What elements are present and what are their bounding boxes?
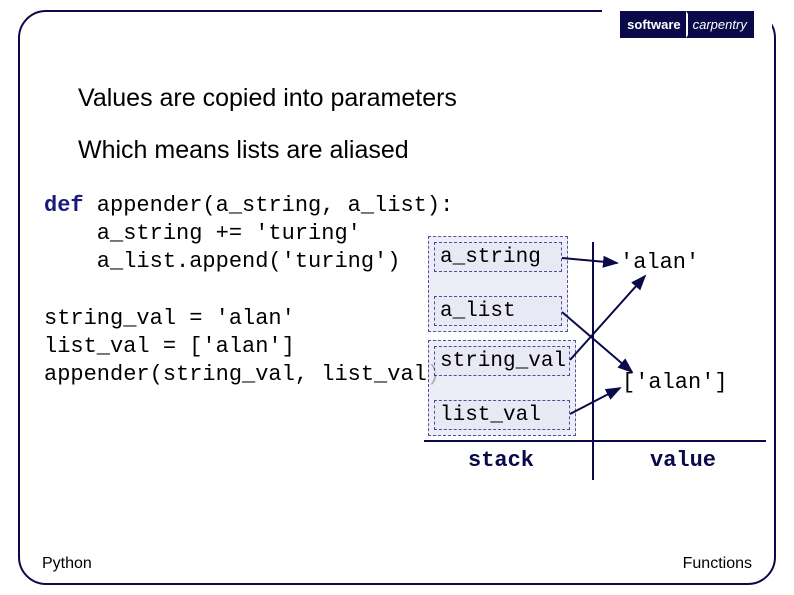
footer-left: Python xyxy=(42,555,92,573)
label-a-list: a_list xyxy=(440,300,516,323)
footer-right: Functions xyxy=(683,555,752,573)
code-block: def appender(a_string, a_list): a_string… xyxy=(44,192,453,389)
col-value: value xyxy=(650,448,716,473)
logo: software carpentry xyxy=(602,6,772,42)
code-l1b: appender(a_string, a_list): xyxy=(84,193,454,218)
value-alan-list: ['alan'] xyxy=(622,370,728,395)
code-l7: appender(string_val, list_val) xyxy=(44,362,440,387)
kw-def: def xyxy=(44,193,84,218)
divider-v xyxy=(592,242,594,480)
logo-carpentry: carpentry xyxy=(686,11,754,38)
code-l6: list_val = ['alan'] xyxy=(44,334,295,359)
heading-1: Values are copied into parameters xyxy=(78,84,457,113)
label-string-val: string_val xyxy=(440,350,566,373)
code-l5: string_val = 'alan' xyxy=(44,306,295,331)
code-l3: a_list.append('turing') xyxy=(44,249,400,274)
label-a-string: a_string xyxy=(440,246,541,269)
logo-software: software xyxy=(620,11,685,38)
heading-2: Which means lists are aliased xyxy=(78,136,409,165)
label-list-val: list_val xyxy=(440,404,541,427)
divider-h xyxy=(424,440,766,442)
value-alan: 'alan' xyxy=(620,250,699,275)
col-stack: stack xyxy=(468,448,534,473)
code-l2: a_string += 'turing' xyxy=(44,221,361,246)
